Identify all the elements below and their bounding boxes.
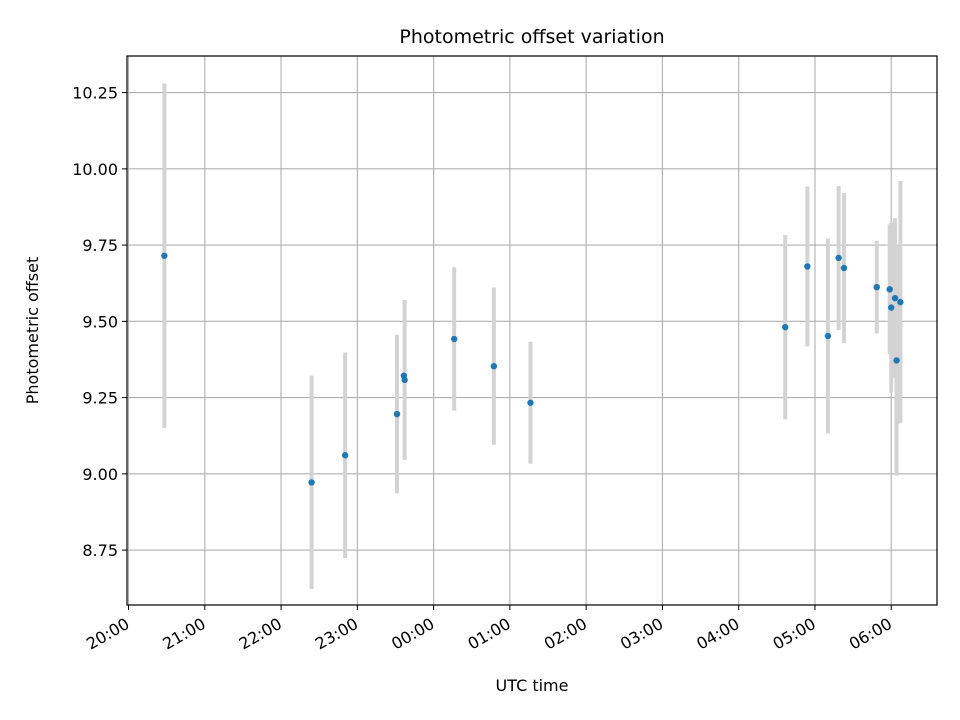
data-point	[782, 323, 789, 331]
x-axis-label: UTC time	[496, 676, 569, 695]
y-axis-ticks: 8.75 9.00 9.25 9.50 9.75 10.00 10.25	[72, 84, 127, 560]
x-axis-ticks: 20:00 21:00 22:00 23:00 00:00 01:00 02:00 03:00…	[83, 605, 895, 654]
y-tick-label: 9.00	[82, 465, 118, 484]
y-tick-label: 9.75	[82, 236, 118, 255]
data-point	[451, 335, 458, 343]
data-point	[891, 294, 899, 302]
y-tick-label: 10.25	[72, 84, 118, 103]
x-tick-label: 21:00	[159, 614, 208, 654]
data-point	[840, 264, 848, 272]
data-point	[527, 399, 534, 406]
x-tick-label: 20:00	[83, 614, 132, 654]
x-tick-label: 23:00	[312, 614, 361, 654]
data-point	[308, 479, 315, 486]
data-point	[401, 376, 408, 384]
data-points	[161, 252, 904, 486]
data-point	[873, 283, 880, 291]
x-tick-label: 05:00	[770, 614, 819, 654]
chart-title: Photometric offset variation	[399, 26, 664, 48]
error-bars	[162, 83, 903, 590]
data-point	[897, 298, 904, 306]
y-axis-label: Photometric offset	[23, 257, 42, 405]
data-point	[893, 357, 900, 364]
y-tick-label: 8.75	[82, 541, 118, 560]
y-tick-label: 9.50	[82, 312, 118, 331]
x-tick-label: 06:00	[846, 614, 895, 654]
x-tick-label: 04:00	[693, 614, 742, 654]
data-point	[393, 410, 401, 418]
plot-frame	[126, 55, 938, 606]
grid	[127, 56, 937, 605]
data-point	[886, 286, 893, 293]
x-tick-label: 01:00	[464, 614, 513, 654]
data-point	[835, 254, 842, 262]
data-point	[888, 304, 895, 311]
x-tick-label: 22:00	[236, 614, 285, 654]
data-point	[490, 362, 498, 370]
y-tick-label: 10.00	[72, 160, 118, 179]
x-tick-label: 02:00	[541, 614, 590, 654]
data-point	[161, 252, 168, 259]
data-point	[341, 452, 349, 459]
data-point	[804, 263, 811, 270]
y-tick-label: 9.25	[82, 389, 118, 408]
data-point	[824, 332, 832, 340]
x-tick-label: 00:00	[388, 614, 437, 654]
x-tick-label: 03:00	[617, 614, 666, 654]
